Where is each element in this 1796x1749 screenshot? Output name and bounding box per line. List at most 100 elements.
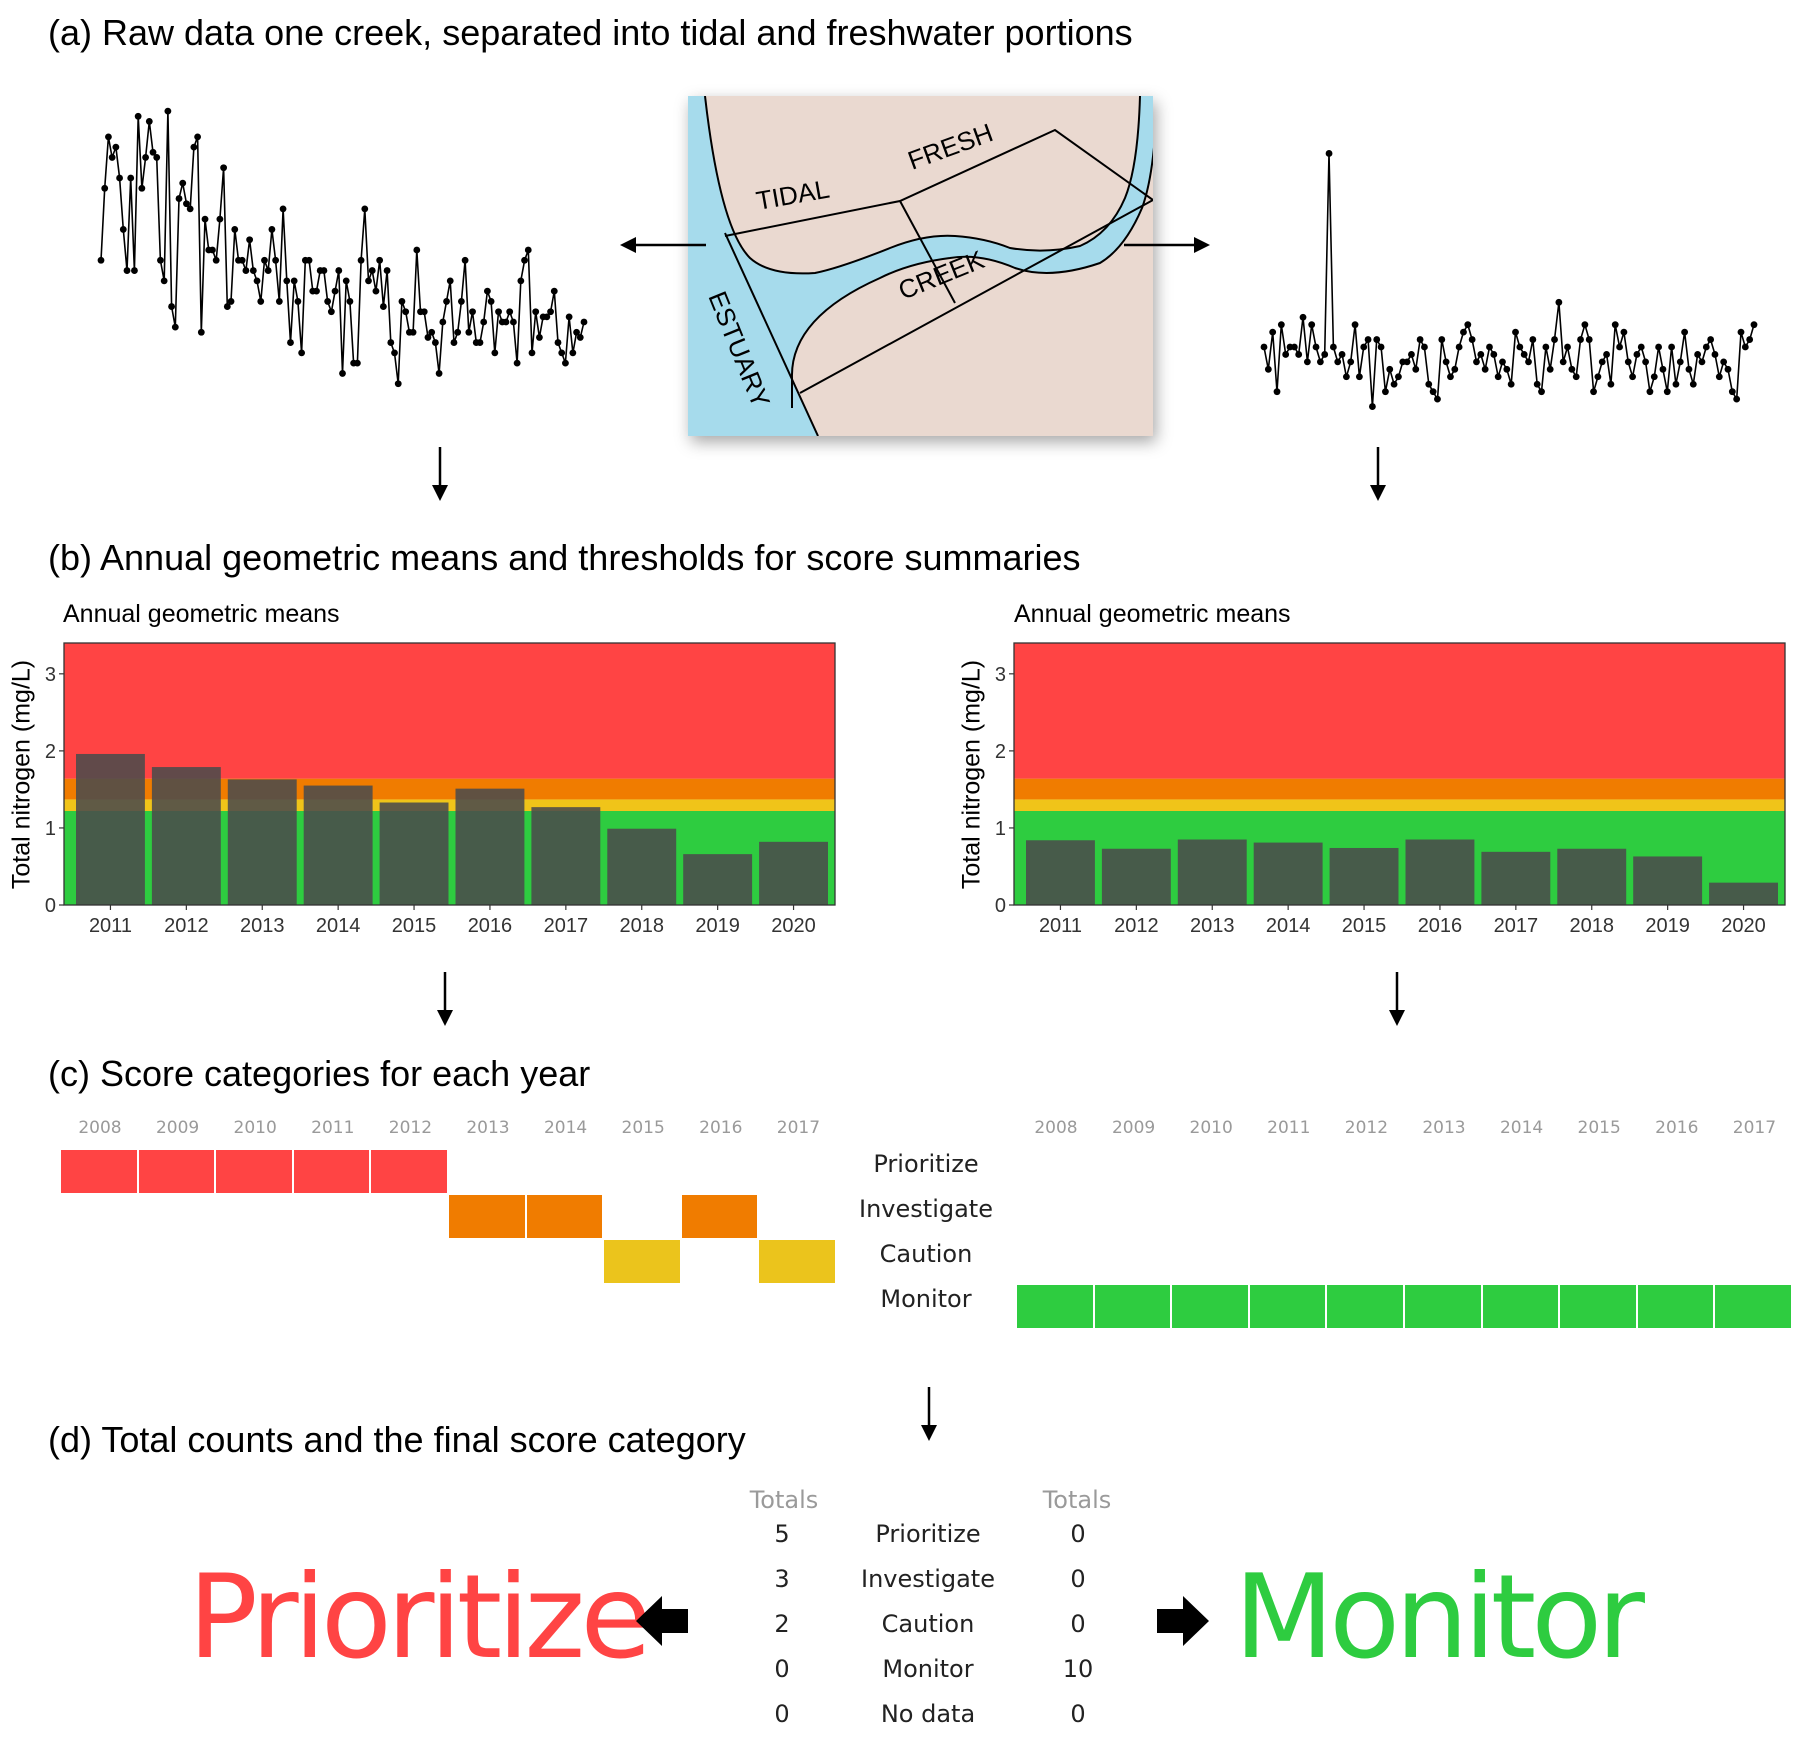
score-cell-prioritize <box>216 1150 292 1193</box>
chart-right-ylabel: Total nitrogen (mg/L) <box>957 659 986 890</box>
bar <box>1709 882 1778 905</box>
series-point <box>1594 373 1602 381</box>
year-label: 2010 <box>233 1118 277 1138</box>
series-point <box>339 370 346 377</box>
series-point <box>153 154 161 161</box>
bar <box>683 854 753 905</box>
y-tick-label: 3 <box>45 664 56 686</box>
threshold-band <box>1014 778 1785 800</box>
series-point <box>1702 343 1710 351</box>
bar <box>1633 856 1703 905</box>
series-point <box>1616 343 1623 351</box>
series-point <box>290 277 298 285</box>
score-cell-monitor <box>1715 1285 1791 1328</box>
series-point <box>327 308 335 316</box>
total-left-value: 2 <box>774 1610 790 1638</box>
series-point <box>424 334 432 341</box>
series-point <box>1707 336 1715 343</box>
bar <box>1101 848 1171 905</box>
x-tick-label: 2014 <box>316 915 361 937</box>
series-point <box>1711 351 1719 358</box>
series-point <box>1473 358 1480 366</box>
series-point <box>398 298 406 305</box>
series-point <box>1369 403 1376 410</box>
total-left-value: 5 <box>774 1520 790 1548</box>
series-point <box>543 313 551 321</box>
series-point <box>1737 328 1745 336</box>
x-tick-label: 2020 <box>771 915 816 937</box>
score-grid-right: 2008 2009 2010 2011 2012 2013 2014 2015 2016 2017 <box>1017 1118 1793 1338</box>
series-point <box>1412 365 1420 373</box>
year-label: 2011 <box>311 1118 355 1138</box>
series-point <box>1416 336 1424 343</box>
score-cell-investigate <box>681 1195 758 1238</box>
series-point <box>446 277 454 285</box>
series-point <box>272 256 280 264</box>
y-tick-label: 0 <box>995 895 1006 917</box>
series-point <box>1447 373 1454 381</box>
series-point <box>194 133 201 141</box>
series-point <box>1355 373 1363 381</box>
series-point <box>220 164 228 172</box>
y-tick-label: 2 <box>995 741 1006 763</box>
plot-frame <box>63 642 836 906</box>
series-point <box>190 143 198 151</box>
x-tick-label: 2011 <box>89 915 132 937</box>
series-point <box>450 339 458 346</box>
series-point <box>353 359 361 367</box>
series-point <box>108 154 116 161</box>
x-tick-label: 2014 <box>1266 915 1311 937</box>
series-point <box>1351 321 1359 329</box>
series-point <box>576 334 584 341</box>
series-point <box>1490 351 1498 358</box>
year-label: 2009 <box>1111 1118 1156 1138</box>
series-point <box>175 195 183 202</box>
series-point <box>1607 380 1615 388</box>
series-point <box>157 256 164 264</box>
score-cell-caution <box>604 1240 680 1283</box>
freshwater-raw-series <box>1260 150 1758 410</box>
series-point <box>1269 328 1277 336</box>
series-point <box>1429 388 1437 396</box>
year-label: 2017 <box>1732 1118 1777 1138</box>
chart-left-ylabel: Total nitrogen (mg/L) <box>7 659 36 890</box>
arrow-left-icon <box>620 237 706 253</box>
series-point <box>1538 388 1545 396</box>
series-point <box>1421 343 1428 351</box>
series-point <box>1516 343 1524 351</box>
series-point <box>1468 336 1476 343</box>
x-tick-label: 2019 <box>695 915 740 937</box>
series-point <box>112 143 120 151</box>
series-point <box>547 308 554 316</box>
series-point <box>342 277 350 285</box>
series-point <box>1425 380 1433 388</box>
threshold-band <box>64 643 835 779</box>
series-point <box>1316 358 1324 366</box>
series-point <box>1503 365 1511 373</box>
series-point <box>1481 365 1489 373</box>
series-point <box>249 267 257 274</box>
tidal-raw-series <box>97 107 588 388</box>
score-cell-prioritize <box>138 1150 215 1193</box>
series-point <box>116 174 123 182</box>
series-point <box>1689 380 1697 388</box>
series-point <box>186 205 194 213</box>
series-point <box>1499 358 1506 366</box>
totals-header-right: Totals <box>1042 1486 1112 1514</box>
arrow-left-bold-icon <box>636 1596 688 1646</box>
x-tick-label: 2012 <box>1114 915 1159 937</box>
series-point <box>1373 336 1381 343</box>
series-point <box>465 328 473 336</box>
series-point <box>1698 358 1706 366</box>
series-point <box>201 215 209 223</box>
series-point <box>461 256 469 264</box>
total-right-value: 0 <box>1070 1520 1086 1548</box>
bar <box>607 828 677 905</box>
series-point <box>1598 358 1606 366</box>
series-point <box>294 298 302 305</box>
arrow-down-icon <box>432 447 448 501</box>
series-line <box>1263 153 1755 407</box>
series-point <box>1750 321 1758 329</box>
x-tick-label: 2013 <box>240 915 285 937</box>
series-point <box>253 277 261 285</box>
